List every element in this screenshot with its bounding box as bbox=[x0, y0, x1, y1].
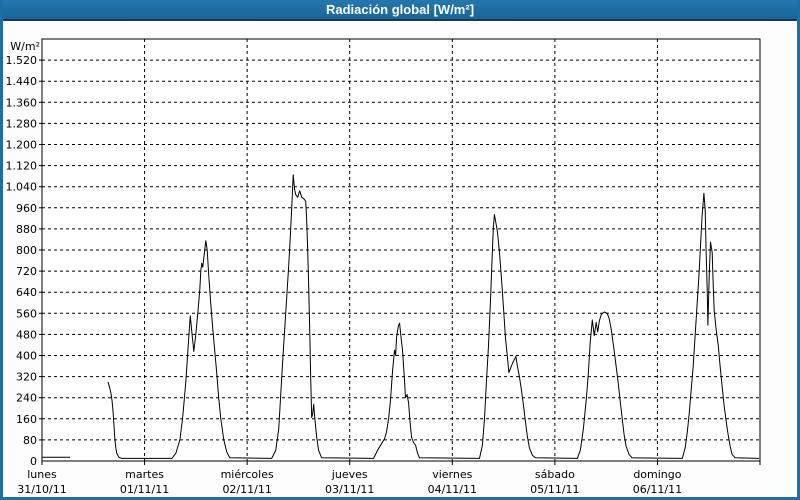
day-date-label: 03/11/11 bbox=[325, 483, 374, 496]
day-label: martes bbox=[125, 468, 164, 481]
y-tick-label: 80 bbox=[23, 434, 37, 447]
y-tick-label: 240 bbox=[16, 392, 37, 405]
y-tick-label: 1.280 bbox=[6, 117, 38, 130]
y-tick-label: 1.200 bbox=[6, 139, 38, 152]
y-tick-label: 1.360 bbox=[6, 96, 38, 109]
y-tick-label: 0 bbox=[30, 455, 37, 468]
day-date-label: 01/11/11 bbox=[120, 483, 169, 496]
y-axis-unit-label: W/m² bbox=[10, 40, 40, 53]
day-label: jueves bbox=[331, 468, 368, 481]
y-tick-label: 960 bbox=[16, 202, 37, 215]
y-tick-label: 1.440 bbox=[6, 75, 38, 88]
y-tick-label: 720 bbox=[16, 265, 37, 278]
day-date-label: 02/11/11 bbox=[222, 483, 271, 496]
day-date-label: 31/10/11 bbox=[17, 483, 66, 496]
y-tick-label: 1.520 bbox=[6, 54, 38, 67]
y-tick-label: 640 bbox=[16, 286, 37, 299]
day-label: sábado bbox=[535, 468, 575, 481]
radiation-series-line bbox=[42, 174, 760, 459]
plot-border bbox=[41, 38, 761, 462]
day-label: viernes bbox=[432, 468, 472, 481]
plot-area bbox=[42, 39, 760, 461]
day-date-label: 04/11/11 bbox=[428, 483, 477, 496]
y-tick-label: 400 bbox=[16, 350, 37, 363]
chart-area: 0 80 160 240 320 400 480 560 640 720 800 880 960 1.04… bbox=[3, 21, 797, 497]
radiation-chart: 0 80 160 240 320 400 480 560 640 720 800 880 960 1.04… bbox=[6, 38, 761, 496]
y-tick-label: 560 bbox=[16, 307, 37, 320]
day-label: miércoles bbox=[221, 468, 274, 481]
day-date-label: 06/11/11 bbox=[633, 483, 682, 496]
y-tick-label: 320 bbox=[16, 371, 37, 384]
y-tick-label: 1.120 bbox=[6, 160, 38, 173]
y-tick-label: 880 bbox=[16, 223, 37, 236]
day-date-label: 05/11/11 bbox=[530, 483, 579, 496]
y-tick-label: 480 bbox=[16, 328, 37, 341]
y-tick-label: 160 bbox=[16, 413, 37, 426]
y-tick-label: 1.040 bbox=[6, 181, 38, 194]
day-label: lunes bbox=[27, 468, 57, 481]
day-label: domingo bbox=[633, 468, 681, 481]
window-title: Radiación global [W/m²] bbox=[325, 2, 475, 17]
window-titlebar: Radiación global [W/m²] bbox=[3, 0, 797, 21]
y-tick-label: 800 bbox=[16, 244, 37, 257]
